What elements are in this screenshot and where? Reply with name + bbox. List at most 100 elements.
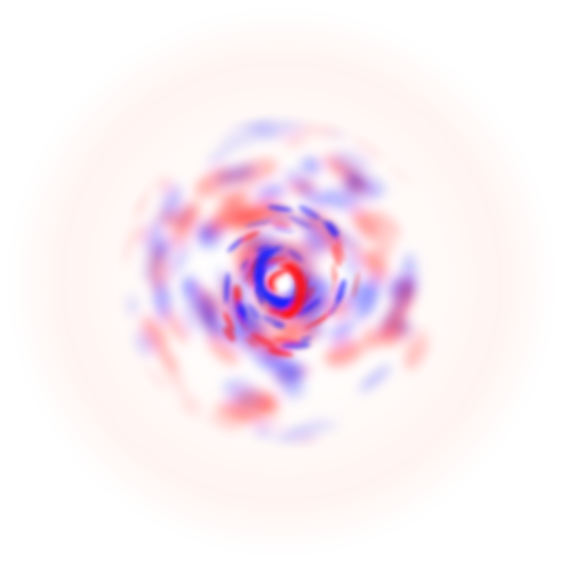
field-blob bbox=[206, 146, 230, 165]
inner-streak bbox=[288, 249, 304, 262]
field-blob bbox=[157, 237, 172, 260]
inner-streak bbox=[235, 313, 248, 331]
field-blob bbox=[333, 148, 372, 173]
inner-streak bbox=[299, 336, 313, 342]
field-blob bbox=[304, 298, 329, 328]
inner-streak bbox=[238, 231, 260, 243]
turbulent-disk bbox=[119, 108, 438, 457]
field-blob bbox=[297, 120, 347, 134]
field-blob bbox=[272, 429, 321, 450]
inner-streak bbox=[335, 278, 347, 303]
field-blob bbox=[354, 131, 386, 158]
inner-streak bbox=[250, 333, 276, 348]
field-blob bbox=[183, 305, 198, 333]
field-blob bbox=[129, 332, 152, 358]
field-blob bbox=[152, 174, 171, 192]
inner-streak bbox=[223, 326, 236, 342]
inner-streak bbox=[267, 348, 294, 357]
field-blob bbox=[153, 279, 171, 320]
field-blob bbox=[387, 275, 404, 300]
field-blob bbox=[194, 167, 233, 198]
field-blob bbox=[360, 365, 392, 393]
field-blob bbox=[164, 309, 188, 343]
inner-streak bbox=[332, 244, 342, 267]
vortex-core bbox=[253, 246, 307, 318]
inner-streak bbox=[272, 323, 285, 329]
field-blob bbox=[156, 209, 179, 228]
field-blob bbox=[119, 228, 133, 264]
field-blob bbox=[286, 181, 317, 193]
field-blob bbox=[169, 202, 200, 249]
field-blob bbox=[281, 245, 311, 279]
field-blob bbox=[198, 286, 219, 316]
inner-streak bbox=[272, 226, 295, 233]
field-blob bbox=[392, 162, 419, 182]
field-blob bbox=[220, 122, 264, 148]
field-blob bbox=[283, 133, 308, 145]
inner-streak bbox=[236, 301, 247, 318]
field-blob bbox=[330, 319, 354, 344]
field-blob bbox=[230, 158, 278, 187]
field-blob bbox=[365, 250, 388, 282]
inner-streak bbox=[261, 256, 288, 265]
field-blob bbox=[312, 275, 328, 296]
field-blob bbox=[137, 367, 166, 392]
inner-streak bbox=[288, 215, 312, 229]
field-blob bbox=[325, 339, 363, 367]
field-blob bbox=[210, 200, 234, 236]
field-blob bbox=[236, 413, 283, 427]
field-blob bbox=[301, 157, 322, 175]
field-blob bbox=[374, 233, 395, 257]
inner-streak bbox=[223, 311, 235, 332]
inner-streak bbox=[255, 244, 271, 253]
field-blob bbox=[176, 398, 201, 422]
inner-streak bbox=[331, 263, 337, 281]
core-red-arm bbox=[276, 262, 307, 318]
inner-streak bbox=[336, 237, 346, 262]
field-blob bbox=[156, 345, 177, 373]
inner-streak bbox=[271, 221, 291, 228]
field-blob bbox=[206, 333, 239, 365]
field-blob bbox=[122, 294, 138, 318]
field-blob bbox=[254, 393, 276, 414]
field-blob bbox=[351, 208, 380, 240]
field-blob bbox=[143, 217, 162, 252]
inner-streak bbox=[331, 272, 338, 295]
field-blob bbox=[317, 422, 338, 434]
inner-streak bbox=[326, 220, 339, 237]
field-blob bbox=[233, 233, 263, 261]
inner-streak bbox=[224, 272, 230, 304]
field-blob bbox=[183, 278, 208, 315]
inner-streak bbox=[227, 237, 244, 253]
inner-streak bbox=[268, 302, 286, 312]
field-blob bbox=[204, 416, 239, 437]
field-blob bbox=[132, 223, 148, 243]
inner-streak bbox=[241, 259, 249, 270]
field-blob bbox=[345, 181, 368, 195]
field-blob bbox=[230, 190, 255, 202]
inner-streak bbox=[236, 308, 246, 324]
inner-streak bbox=[305, 286, 315, 300]
field-blob bbox=[363, 325, 374, 344]
field-blob bbox=[281, 422, 324, 444]
field-blob bbox=[128, 191, 146, 218]
inner-streak bbox=[298, 205, 321, 221]
inner-streak bbox=[272, 338, 300, 343]
field-blob bbox=[371, 210, 402, 238]
field-blob bbox=[346, 251, 360, 278]
core-blue-arm bbox=[253, 246, 300, 308]
inner-streak bbox=[352, 271, 360, 299]
inner-streak bbox=[267, 205, 293, 212]
field-blob bbox=[381, 307, 404, 346]
field-blob bbox=[257, 185, 286, 199]
inner-streak bbox=[314, 308, 335, 326]
field-blob bbox=[407, 341, 438, 372]
inner-streak bbox=[296, 298, 321, 317]
inner-streak bbox=[246, 338, 258, 347]
field-blob bbox=[168, 242, 190, 278]
field-blob bbox=[245, 330, 263, 348]
inner-streak bbox=[247, 304, 260, 320]
field-blob bbox=[321, 189, 359, 211]
field-blob bbox=[252, 108, 278, 129]
